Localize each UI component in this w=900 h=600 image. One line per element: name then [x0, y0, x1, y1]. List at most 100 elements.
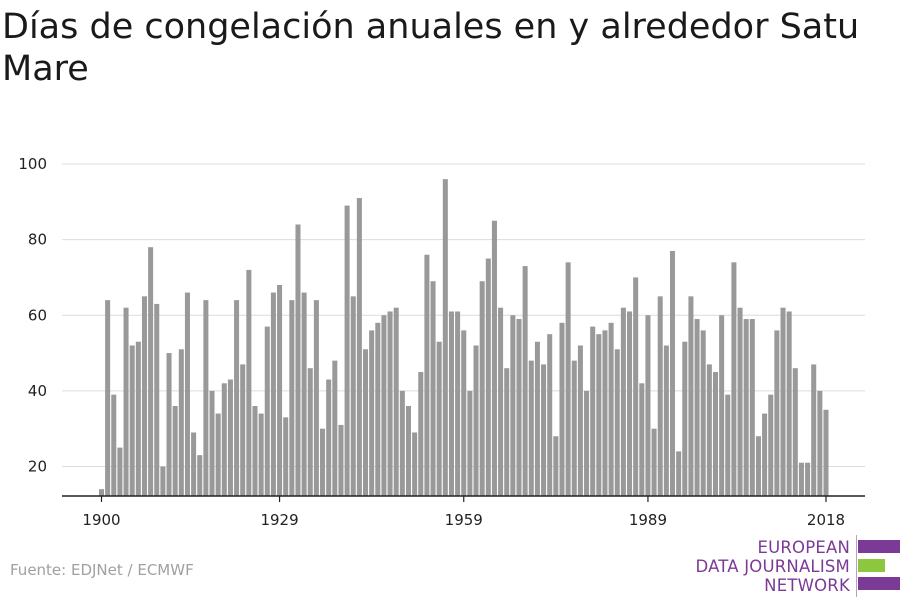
bar-1973 — [547, 334, 553, 496]
y-axis-labels: 20 40 60 80 100 — [18, 155, 47, 476]
bar-1940 — [344, 205, 350, 496]
bar-1904 — [123, 307, 129, 496]
bar-1922 — [234, 300, 240, 497]
bar-1900 — [98, 489, 105, 496]
bar-1978 — [577, 345, 583, 496]
bar-2015 — [805, 462, 811, 496]
bar-1971 — [534, 341, 540, 496]
bar-1957 — [448, 311, 454, 496]
bar-1928 — [270, 292, 276, 496]
bar-1941 — [350, 296, 356, 496]
logo-bar-purple-bottom — [858, 577, 900, 590]
x-tick-label: 2018 — [807, 511, 845, 529]
bar-1910 — [160, 466, 166, 496]
edjnet-logo[interactable]: EUROPEAN DATA JOURNALISM NETWORK — [695, 535, 900, 597]
bar-1956 — [442, 179, 448, 497]
bar-1962 — [479, 281, 485, 496]
bar-1914 — [184, 292, 190, 496]
bar-1929 — [277, 285, 283, 496]
bar-2011 — [780, 307, 786, 496]
bar-1964 — [491, 220, 497, 496]
bar-1958 — [455, 311, 461, 496]
bar-1936 — [320, 428, 326, 496]
logo-bar-purple-top — [858, 540, 900, 553]
bar-1911 — [166, 353, 172, 496]
bar-1935 — [313, 300, 319, 497]
y-tick-label: 40 — [28, 382, 47, 400]
bar-1913 — [178, 349, 184, 496]
bar-2016 — [811, 364, 817, 496]
bar-1986 — [627, 311, 633, 496]
bar-1942 — [356, 198, 362, 496]
bar-1919 — [215, 413, 221, 496]
bar-1951 — [412, 432, 418, 496]
bar-2005 — [743, 319, 749, 496]
bar-1906 — [135, 341, 141, 496]
bar-1907 — [141, 296, 147, 496]
bar-1984 — [614, 349, 620, 496]
bar-2018 — [823, 409, 829, 496]
y-tick-label: 20 — [28, 458, 47, 476]
bar-1963 — [485, 258, 491, 496]
x-tick-label: 1900 — [82, 511, 120, 529]
chart-title: Días de congelación anuales en y alreded… — [2, 7, 860, 89]
bar-1990 — [651, 428, 657, 496]
bar-1995 — [682, 341, 688, 496]
bar-1999 — [706, 364, 712, 496]
bar-1983 — [608, 322, 614, 496]
bar-1967 — [510, 315, 516, 496]
bar-1996 — [688, 296, 694, 496]
bar-1959 — [461, 330, 467, 497]
source-note: Fuente: EDJNet / ECMWF — [10, 561, 194, 579]
bar-2012 — [786, 311, 792, 496]
bar-1933 — [301, 292, 307, 496]
bar-2003 — [731, 262, 737, 496]
bar-1950 — [405, 406, 411, 496]
bar-1968 — [516, 319, 522, 496]
bar-1926 — [258, 413, 264, 496]
bar-1955 — [436, 341, 442, 496]
bar-1970 — [528, 360, 534, 497]
bar-1966 — [504, 368, 510, 496]
bar-1954 — [430, 281, 436, 496]
bar-2002 — [725, 394, 731, 496]
bar-1918 — [209, 390, 215, 497]
bar-1982 — [602, 330, 608, 497]
bar-1985 — [620, 307, 626, 496]
bar-1993 — [669, 250, 676, 496]
bar-2006 — [749, 319, 755, 496]
bar-1944 — [369, 330, 375, 497]
bar-2014 — [798, 462, 804, 496]
bar-1902 — [111, 394, 117, 496]
bar-1980 — [590, 326, 596, 496]
bar-1916 — [197, 455, 203, 496]
bar-2004 — [737, 307, 743, 496]
bar-1981 — [596, 334, 602, 496]
bar-2007 — [755, 436, 761, 496]
bar-1960 — [467, 390, 473, 497]
bar-1917 — [203, 300, 209, 497]
bar-1949 — [399, 390, 405, 497]
bar-1974 — [553, 436, 559, 496]
bar-1927 — [264, 326, 270, 496]
bar-1975 — [559, 322, 565, 496]
bar-1937 — [326, 379, 332, 496]
bar-1921 — [227, 379, 233, 496]
bar-1930 — [283, 417, 289, 496]
x-tick-label: 1959 — [445, 511, 483, 529]
bar-1972 — [541, 364, 547, 496]
bar-1912 — [172, 406, 178, 496]
bar-2010 — [774, 330, 780, 497]
bar-1961 — [473, 345, 479, 496]
x-axis: 1900 1929 1959 1989 2018 — [62, 495, 865, 529]
bar-2013 — [792, 368, 798, 496]
logo-divider — [856, 535, 857, 597]
bars — [98, 179, 829, 497]
bar-1991 — [657, 296, 663, 496]
bar-1979 — [584, 390, 590, 497]
bar-2009 — [768, 394, 774, 496]
bar-1992 — [663, 345, 669, 496]
x-tick-label: 1929 — [260, 511, 298, 529]
bar-1938 — [332, 360, 338, 497]
